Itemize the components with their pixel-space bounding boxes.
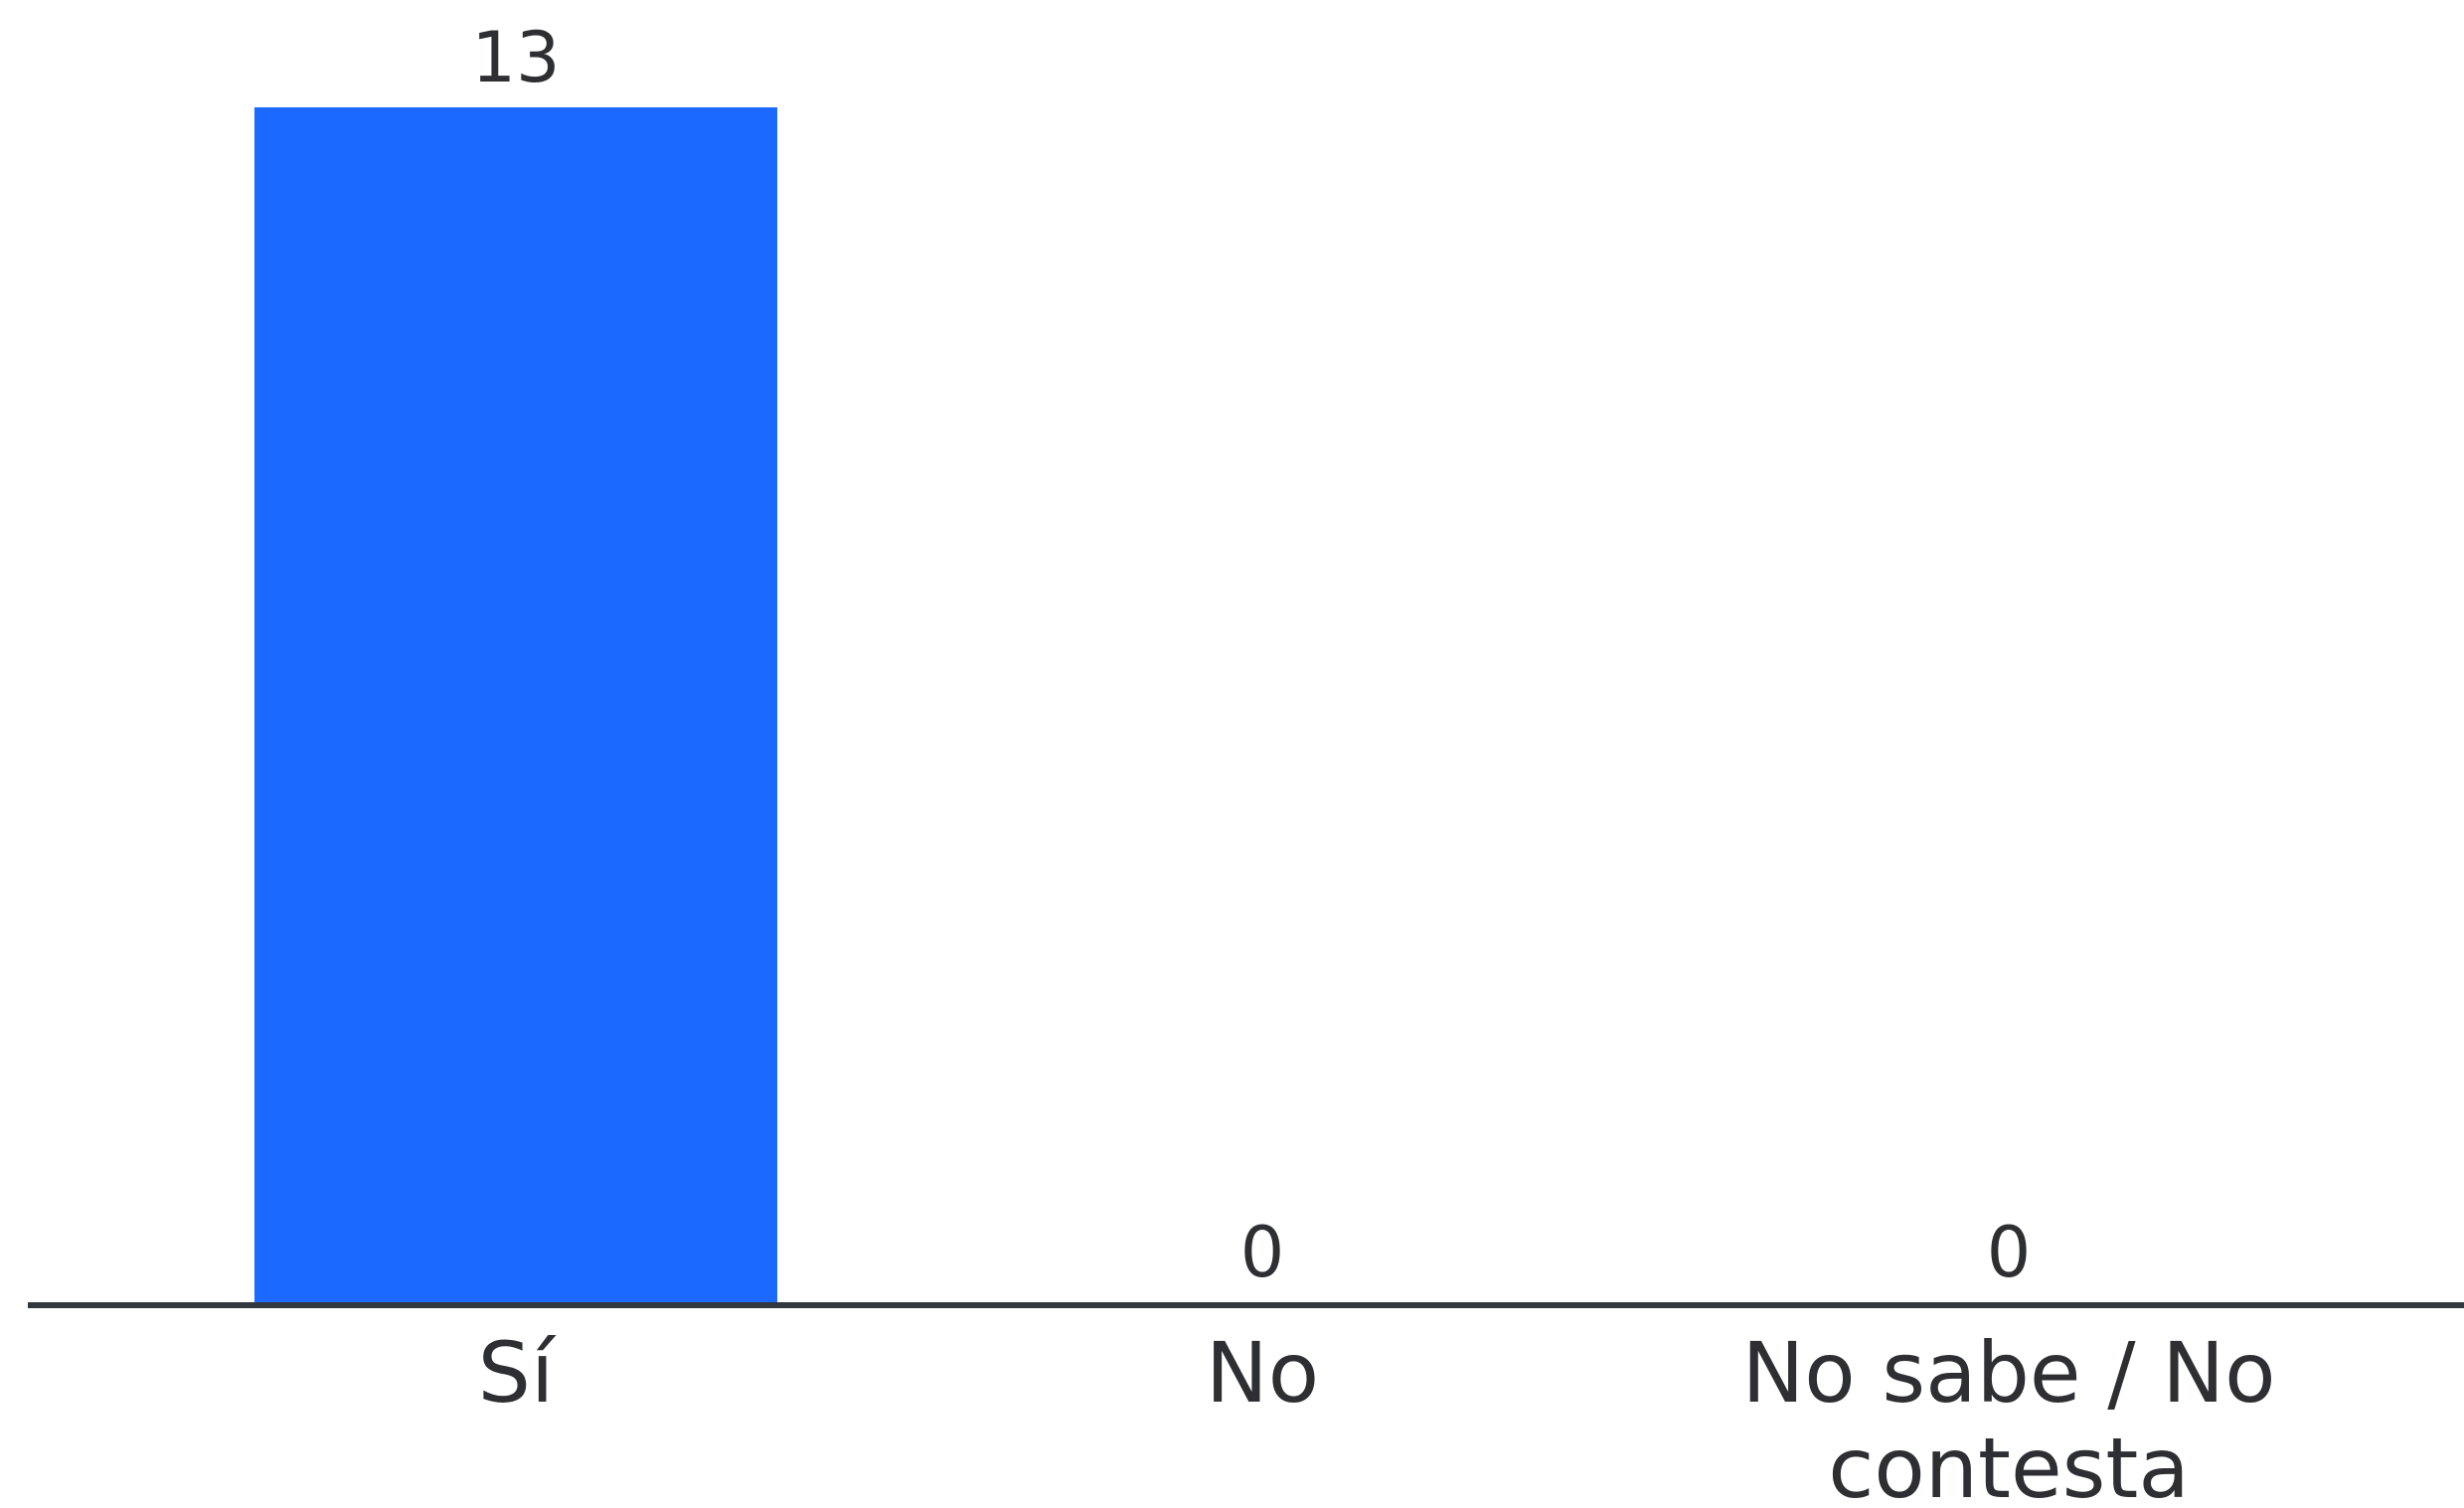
x-tick-label-1: No xyxy=(1206,1324,1319,1422)
data-labels-group: 13 0 0 xyxy=(471,17,2031,1293)
data-label-1: 0 xyxy=(1240,1212,1285,1293)
x-tick-label-2-line-1: contesta xyxy=(1828,1420,2190,1508)
x-tick-label-2-line-0: No sabe / No xyxy=(1741,1324,2275,1422)
x-tick-label-1-line-0: No xyxy=(1206,1324,1319,1422)
data-label-2: 0 xyxy=(1987,1212,2032,1293)
data-label-0: 13 xyxy=(471,17,560,98)
x-tick-label-2: No sabe / No contesta xyxy=(1741,1324,2275,1508)
x-tick-label-0-line-0: Sí xyxy=(478,1324,557,1422)
bars-group xyxy=(254,107,777,1302)
x-tick-label-0: Sí xyxy=(478,1324,557,1422)
bar-0 xyxy=(254,107,777,1302)
x-tick-labels-group: Sí No No sabe / No contesta xyxy=(478,1324,2276,1508)
